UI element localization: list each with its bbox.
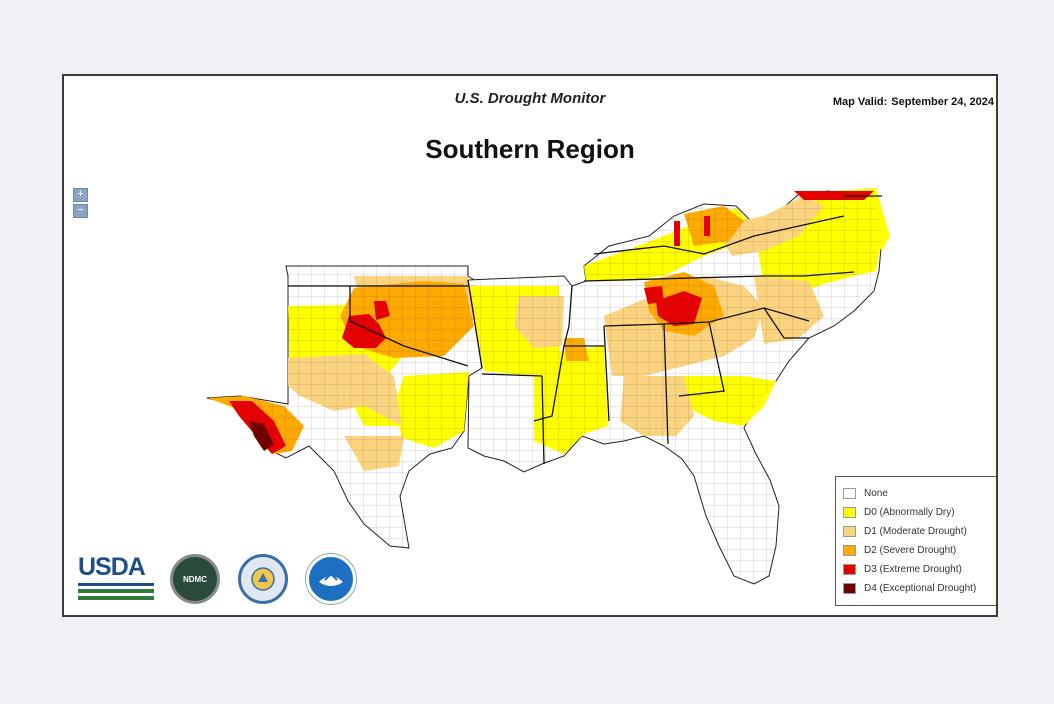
region-title: Southern Region [425, 134, 635, 164]
legend-swatch [843, 488, 856, 499]
zoom-in-button[interactable]: + [73, 188, 88, 202]
legend-swatch [843, 507, 856, 518]
zoom-out-button[interactable]: − [73, 204, 88, 218]
legend-item-d1: D1 (Moderate Drought) [843, 522, 996, 541]
legend-item-d2: D2 (Severe Drought) [843, 541, 996, 560]
legend-swatch [843, 583, 856, 594]
legend-item-d0: D0 (Abnormally Dry) [843, 503, 996, 522]
monitor-title: U.S. Drought Monitor [454, 90, 606, 107]
legend-swatch [843, 545, 856, 556]
map-valid-date: Map Valid: September 24, 2024 [833, 96, 994, 108]
drought-map[interactable] [64, 76, 998, 617]
commerce-seal-icon [238, 554, 288, 604]
state-borders [288, 195, 882, 465]
county-lines [207, 191, 882, 584]
usda-logo: USDA [78, 554, 154, 608]
map-valid-label: Map Valid: [832, 96, 888, 108]
ndmc-logo: NDMC [170, 554, 220, 604]
map-valid-value: September 24, 2024 [891, 96, 994, 108]
legend-item-none: None [843, 484, 996, 503]
legend: None D0 (Abnormally Dry) D1 (Moderate Dr… [835, 476, 996, 606]
map-frame: U.S. Drought Monitor Map Valid: September… [62, 74, 998, 617]
legend-item-d4: D4 (Exceptional Drought) [843, 579, 996, 598]
noaa-logo [306, 554, 356, 604]
legend-swatch [843, 564, 856, 575]
legend-item-d3: D3 (Extreme Drought) [843, 560, 996, 579]
d4-areas [249, 421, 274, 451]
legend-swatch [843, 526, 856, 537]
